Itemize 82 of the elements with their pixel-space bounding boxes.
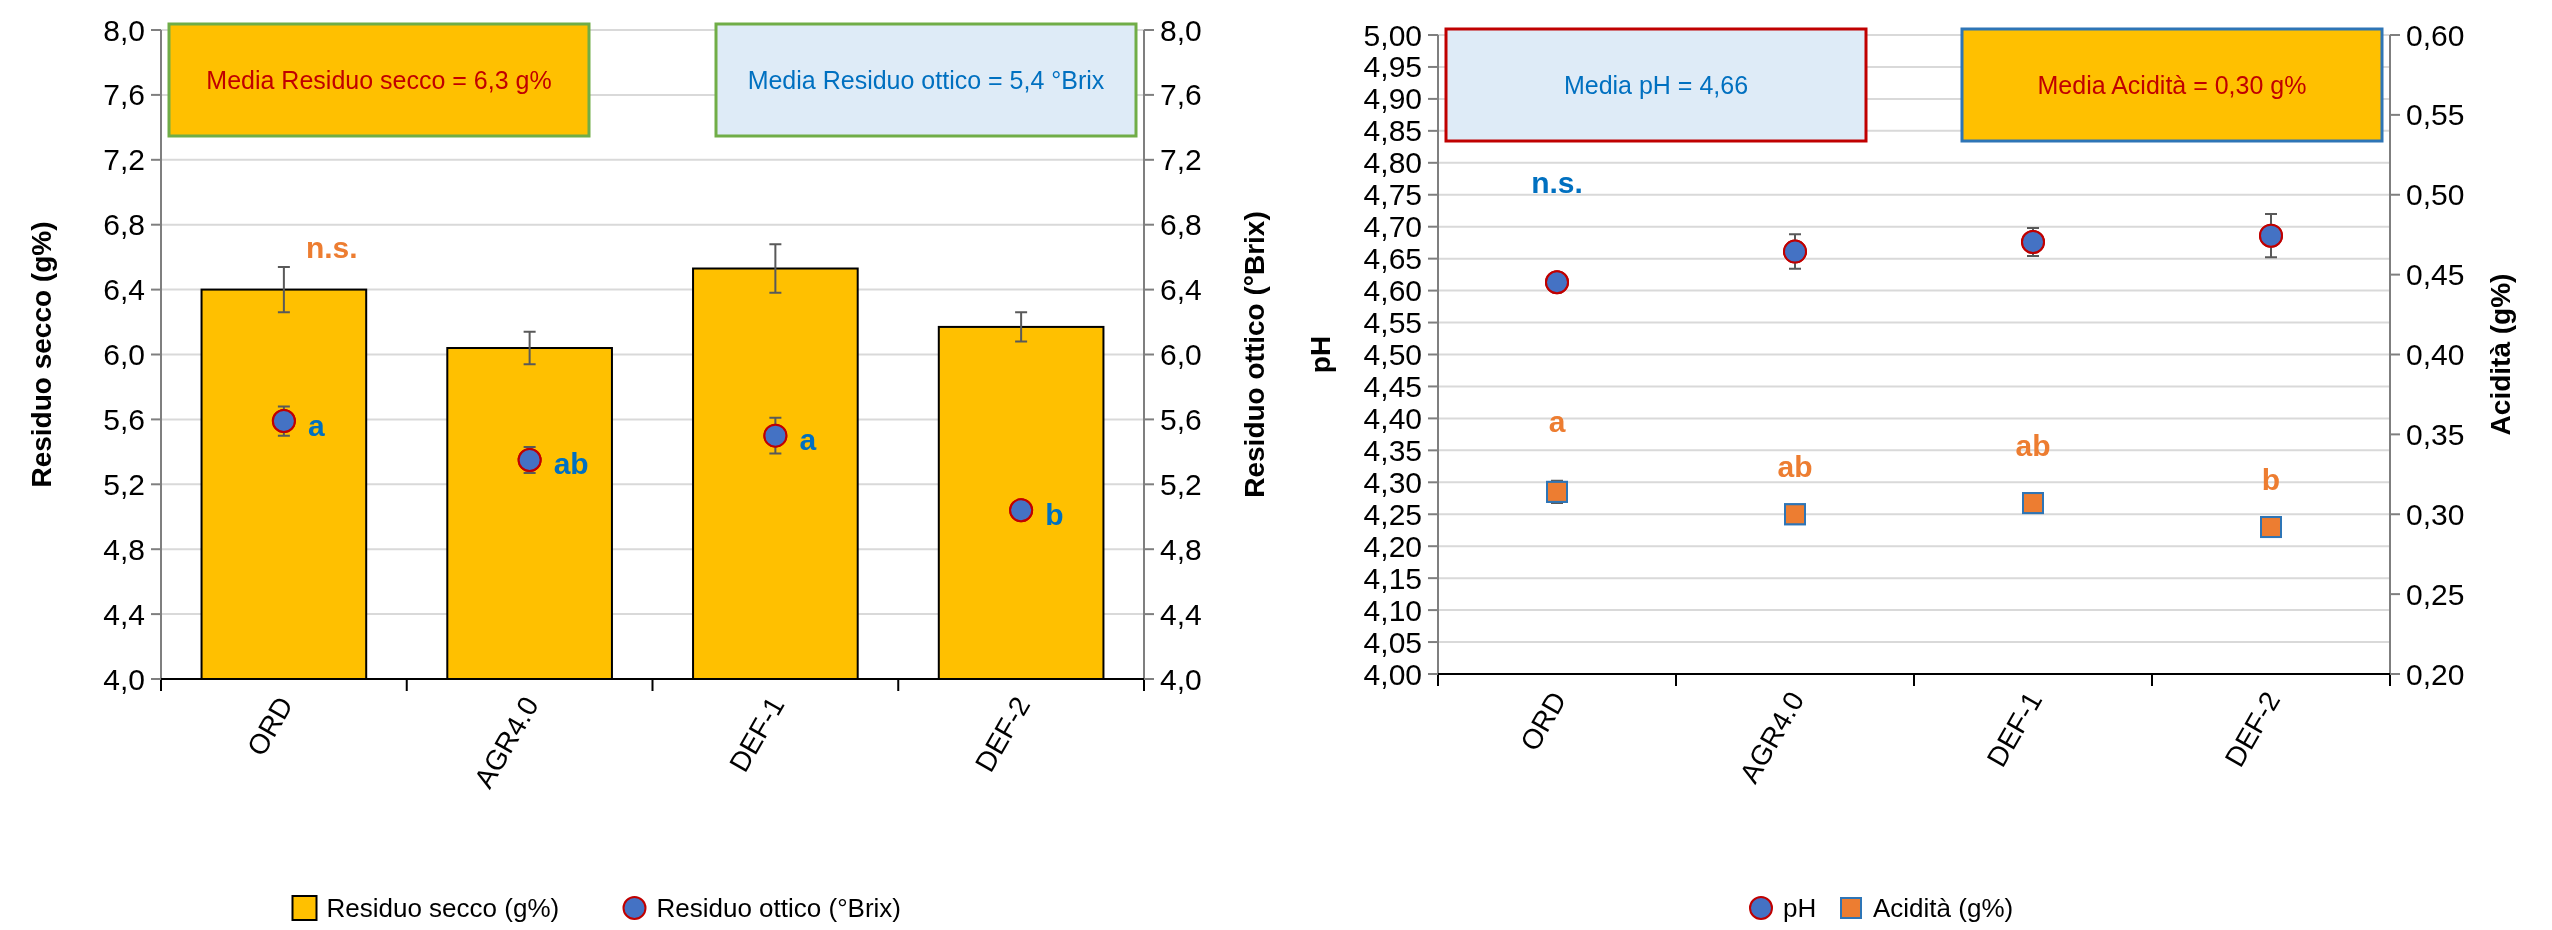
y-tick-label: 4,60: [1363, 274, 1422, 308]
y-tick-label: 4,65: [1363, 242, 1422, 276]
y-axis-title: pH: [1305, 335, 1336, 374]
y2-tick-label: 0,25: [2406, 577, 2465, 611]
point: [1009, 498, 1034, 523]
annotation: a: [799, 423, 817, 457]
y2-tick-label: 6,8: [1160, 208, 1202, 242]
y-tick-label: 4,50: [1363, 338, 1422, 371]
y-tick-label: 4,15: [1363, 561, 1422, 595]
y2-tick-label: 8,0: [1160, 13, 1202, 47]
point: [1545, 270, 1569, 295]
y-tick-label: 4,4: [103, 597, 145, 631]
y-axis-title: Residuo secco (g%): [26, 221, 57, 488]
annotation: b: [2261, 462, 2281, 496]
y2-tick-label: 0,30: [2406, 497, 2465, 531]
y2-tick-label: 4,8: [1160, 532, 1202, 566]
annotation: a: [1548, 405, 1566, 439]
y2-axis-title: Acidità (g%): [2485, 273, 2516, 436]
annotation: Media pH = 4,66: [1563, 70, 1749, 99]
y2-tick-label: 0,45: [2406, 258, 2465, 292]
y2-tick-label: 5,2: [1160, 467, 1202, 501]
y-tick-label: 4,0: [103, 662, 145, 696]
legend-label: Residuo ottico (°Brix): [656, 893, 901, 924]
y-tick-label: 5,00: [1363, 18, 1422, 52]
y-tick-label: 4,20: [1363, 529, 1422, 563]
y2-tick-label: 0,40: [2406, 338, 2465, 371]
y-tick-label: 4,45: [1363, 369, 1422, 403]
y2-tick-label: 4,0: [1160, 662, 1202, 696]
annotation: n.s.: [305, 231, 358, 265]
y2-tick-label: 0,60: [2406, 18, 2465, 52]
y2-axis-title: Residuo ottico (°Brix): [1239, 211, 1270, 498]
point: [2021, 230, 2045, 255]
y-tick-label: 4,95: [1363, 50, 1422, 84]
annotation: Media Acidità = 0,30 g%: [2037, 70, 2307, 99]
point: [517, 447, 542, 472]
annotation: a: [307, 408, 325, 442]
y-tick-label: 6,4: [103, 273, 145, 307]
annotation: n.s.: [1531, 165, 1583, 199]
y-tick-label: 4,80: [1363, 146, 1422, 180]
y-tick-label: 4,05: [1363, 625, 1422, 659]
point: [2259, 223, 2283, 248]
y2-tick-label: 6,0: [1160, 338, 1202, 371]
y-tick-label: 6,8: [103, 208, 145, 242]
y2-tick-label: 5,6: [1160, 402, 1202, 436]
y-tick-label: 4,90: [1363, 82, 1422, 116]
annotation: b: [1045, 497, 1064, 531]
y-tick-label: 4,8: [103, 532, 145, 566]
annotation: ab: [553, 447, 589, 481]
y-tick-label: 6,0: [103, 338, 145, 371]
legend-label: Acidità (g%): [1873, 893, 2014, 924]
annotation: ab: [1777, 449, 1813, 483]
y-tick-label: 4,00: [1363, 657, 1422, 691]
y-tick-label: 4,10: [1363, 593, 1422, 627]
y-tick-label: 4,30: [1363, 465, 1422, 499]
y2-tick-label: 0,50: [2406, 178, 2465, 212]
y-tick-label: 4,85: [1363, 114, 1422, 148]
y-tick-label: 4,35: [1363, 433, 1422, 467]
point: [271, 409, 296, 434]
y-tick-label: 5,2: [103, 467, 145, 501]
annotation: Media Residuo secco = 6,3 g%: [206, 65, 552, 94]
legend-label: pH: [1783, 893, 1817, 924]
y-tick-label: 4,25: [1363, 497, 1422, 531]
y2-tick-label: 0,35: [2406, 417, 2465, 451]
y-tick-label: 7,6: [103, 78, 145, 112]
point: [763, 423, 788, 448]
annotation: Media Residuo ottico = 5,4 °Brix: [747, 65, 1105, 94]
y2-tick-label: 7,6: [1160, 78, 1202, 112]
y2-tick-label: 4,4: [1160, 597, 1202, 631]
y-tick-label: 4,70: [1363, 210, 1422, 244]
point: [1783, 239, 1807, 264]
legend-label: Residuo secco (g%): [326, 893, 560, 924]
y-tick-label: 4,40: [1363, 401, 1422, 435]
annotation: ab: [2015, 428, 2051, 462]
y-tick-label: 8,0: [103, 13, 145, 47]
y-tick-label: 5,6: [103, 402, 145, 436]
y-tick-label: 4,55: [1363, 306, 1422, 340]
y2-tick-label: 0,20: [2406, 657, 2465, 691]
y-tick-label: 7,2: [103, 143, 145, 177]
y-tick-label: 4,75: [1363, 178, 1422, 212]
y2-tick-label: 7,2: [1160, 143, 1202, 177]
y2-tick-label: 6,4: [1160, 273, 1202, 307]
y2-tick-label: 0,55: [2406, 98, 2465, 132]
